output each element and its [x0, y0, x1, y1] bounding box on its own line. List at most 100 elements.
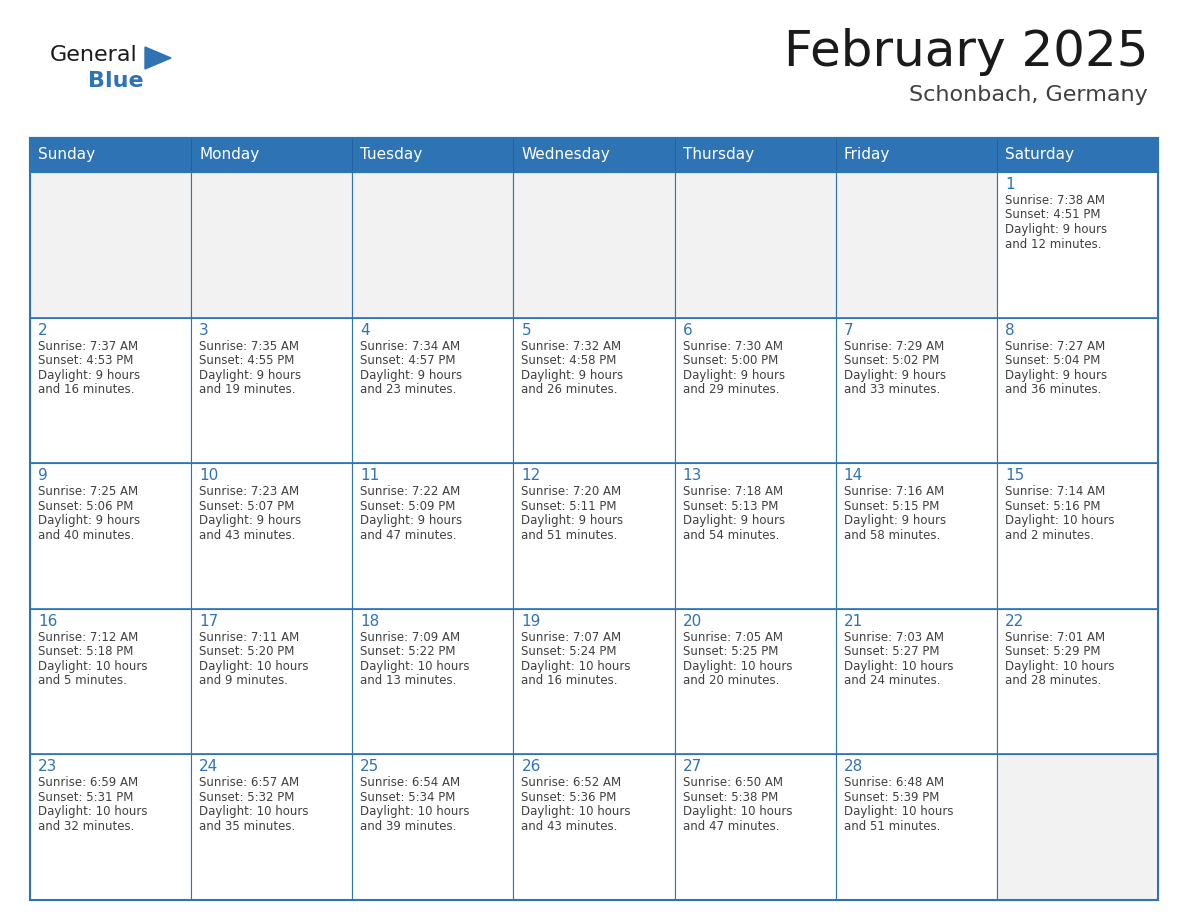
Bar [997, 755, 1158, 900]
Text: Sunrise: 7:37 AM: Sunrise: 7:37 AM [38, 340, 138, 353]
Text: 28: 28 [843, 759, 862, 775]
Text: Sunrise: 6:59 AM: Sunrise: 6:59 AM [38, 777, 138, 789]
Text: Daylight: 9 hours: Daylight: 9 hours [200, 369, 302, 382]
Text: 7: 7 [843, 322, 853, 338]
Text: 21: 21 [843, 614, 862, 629]
Text: and 47 minutes.: and 47 minutes. [360, 529, 456, 542]
Text: Sunrise: 7:32 AM: Sunrise: 7:32 AM [522, 340, 621, 353]
Text: Daylight: 10 hours: Daylight: 10 hours [683, 805, 792, 819]
Bar [675, 172, 835, 318]
Text: and 19 minutes.: and 19 minutes. [200, 383, 296, 396]
Text: Daylight: 9 hours: Daylight: 9 hours [200, 514, 302, 527]
Text: 8: 8 [1005, 322, 1015, 338]
Text: 26: 26 [522, 759, 541, 775]
Bar [353, 755, 513, 900]
Text: Sunset: 5:18 PM: Sunset: 5:18 PM [38, 645, 133, 658]
Bar [513, 172, 675, 318]
Text: General: General [50, 45, 138, 65]
Text: Daylight: 10 hours: Daylight: 10 hours [38, 805, 147, 819]
Text: Sunset: 5:02 PM: Sunset: 5:02 PM [843, 354, 939, 367]
Text: Daylight: 10 hours: Daylight: 10 hours [683, 660, 792, 673]
Text: and 43 minutes.: and 43 minutes. [200, 529, 296, 542]
Text: Sunset: 5:04 PM: Sunset: 5:04 PM [1005, 354, 1100, 367]
Text: 15: 15 [1005, 468, 1024, 483]
Text: 12: 12 [522, 468, 541, 483]
Text: and 51 minutes.: and 51 minutes. [522, 529, 618, 542]
Text: Sunrise: 7:25 AM: Sunrise: 7:25 AM [38, 486, 138, 498]
Text: Sunrise: 7:20 AM: Sunrise: 7:20 AM [522, 486, 621, 498]
Text: Daylight: 10 hours: Daylight: 10 hours [360, 660, 469, 673]
Bar [675, 609, 835, 755]
Text: Daylight: 9 hours: Daylight: 9 hours [38, 514, 140, 527]
Text: Sunset: 5:32 PM: Sunset: 5:32 PM [200, 791, 295, 804]
Text: Sunset: 4:53 PM: Sunset: 4:53 PM [38, 354, 133, 367]
Text: Daylight: 10 hours: Daylight: 10 hours [522, 805, 631, 819]
Text: Sunrise: 7:22 AM: Sunrise: 7:22 AM [360, 486, 461, 498]
Text: 10: 10 [200, 468, 219, 483]
Text: 17: 17 [200, 614, 219, 629]
Bar [353, 318, 513, 464]
Bar [353, 609, 513, 755]
Text: Sunset: 5:09 PM: Sunset: 5:09 PM [360, 499, 456, 512]
Text: Tuesday: Tuesday [360, 148, 423, 162]
Bar [997, 318, 1158, 464]
Text: Sunset: 5:36 PM: Sunset: 5:36 PM [522, 791, 617, 804]
Text: Sunrise: 7:35 AM: Sunrise: 7:35 AM [200, 340, 299, 353]
Bar [30, 318, 191, 464]
Text: 3: 3 [200, 322, 209, 338]
Text: 22: 22 [1005, 614, 1024, 629]
Bar [30, 172, 191, 318]
Text: Sunrise: 7:30 AM: Sunrise: 7:30 AM [683, 340, 783, 353]
Text: and 24 minutes.: and 24 minutes. [843, 675, 940, 688]
Text: Sunrise: 7:16 AM: Sunrise: 7:16 AM [843, 486, 944, 498]
Text: and 20 minutes.: and 20 minutes. [683, 675, 779, 688]
Text: Sunset: 5:38 PM: Sunset: 5:38 PM [683, 791, 778, 804]
Text: Daylight: 9 hours: Daylight: 9 hours [1005, 223, 1107, 236]
Bar [353, 464, 513, 609]
Bar [191, 172, 353, 318]
Text: Sunset: 5:00 PM: Sunset: 5:00 PM [683, 354, 778, 367]
Bar [30, 138, 1158, 172]
Text: Sunset: 4:55 PM: Sunset: 4:55 PM [200, 354, 295, 367]
Bar [191, 609, 353, 755]
Text: Daylight: 10 hours: Daylight: 10 hours [200, 805, 309, 819]
Text: Sunset: 5:22 PM: Sunset: 5:22 PM [360, 645, 456, 658]
Text: Monday: Monday [200, 148, 259, 162]
Text: and 58 minutes.: and 58 minutes. [843, 529, 940, 542]
Text: and 35 minutes.: and 35 minutes. [200, 820, 296, 833]
Text: Sunset: 5:31 PM: Sunset: 5:31 PM [38, 791, 133, 804]
Text: 4: 4 [360, 322, 369, 338]
Text: Sunset: 5:07 PM: Sunset: 5:07 PM [200, 499, 295, 512]
Text: 27: 27 [683, 759, 702, 775]
Text: Daylight: 10 hours: Daylight: 10 hours [1005, 660, 1114, 673]
Bar [191, 755, 353, 900]
Text: Thursday: Thursday [683, 148, 753, 162]
Text: and 47 minutes.: and 47 minutes. [683, 820, 779, 833]
Text: Sunset: 5:06 PM: Sunset: 5:06 PM [38, 499, 133, 512]
Text: Sunrise: 7:01 AM: Sunrise: 7:01 AM [1005, 631, 1105, 644]
Text: Sunrise: 7:27 AM: Sunrise: 7:27 AM [1005, 340, 1105, 353]
Text: Daylight: 9 hours: Daylight: 9 hours [522, 369, 624, 382]
Text: Saturday: Saturday [1005, 148, 1074, 162]
Bar [30, 609, 191, 755]
Text: Schonbach, Germany: Schonbach, Germany [909, 85, 1148, 105]
Text: 9: 9 [38, 468, 48, 483]
Text: Sunrise: 7:07 AM: Sunrise: 7:07 AM [522, 631, 621, 644]
Text: Sunrise: 7:05 AM: Sunrise: 7:05 AM [683, 631, 783, 644]
Text: Sunset: 5:11 PM: Sunset: 5:11 PM [522, 499, 617, 512]
Text: Daylight: 10 hours: Daylight: 10 hours [200, 660, 309, 673]
Text: Daylight: 9 hours: Daylight: 9 hours [843, 514, 946, 527]
Text: Sunset: 5:15 PM: Sunset: 5:15 PM [843, 499, 939, 512]
Text: Sunrise: 7:23 AM: Sunrise: 7:23 AM [200, 486, 299, 498]
Text: Sunset: 5:39 PM: Sunset: 5:39 PM [843, 791, 939, 804]
Bar [30, 464, 191, 609]
Text: Sunrise: 7:12 AM: Sunrise: 7:12 AM [38, 631, 138, 644]
Text: Sunrise: 6:52 AM: Sunrise: 6:52 AM [522, 777, 621, 789]
Bar [835, 318, 997, 464]
Text: and 9 minutes.: and 9 minutes. [200, 675, 289, 688]
Text: and 40 minutes.: and 40 minutes. [38, 529, 134, 542]
Text: Daylight: 9 hours: Daylight: 9 hours [360, 514, 462, 527]
Text: Sunset: 5:34 PM: Sunset: 5:34 PM [360, 791, 456, 804]
Text: and 28 minutes.: and 28 minutes. [1005, 675, 1101, 688]
Text: Sunrise: 6:54 AM: Sunrise: 6:54 AM [360, 777, 461, 789]
